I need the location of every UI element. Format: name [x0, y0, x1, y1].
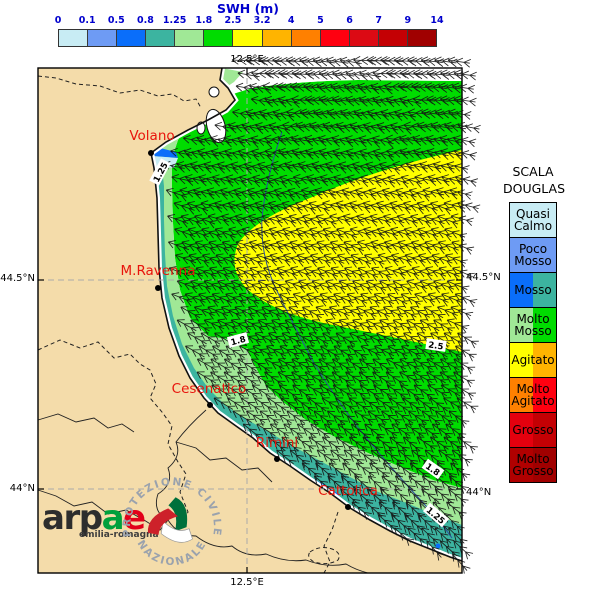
colorbar-cell: [262, 30, 292, 46]
tricolor-triangle-icon: [147, 497, 193, 543]
douglas-scale-items: Quasi Calmo Poco Mosso Mosso Molto Mosso Agi…: [509, 202, 557, 483]
douglas-scale-item: Agitato: [509, 342, 557, 378]
colorbar-tick: 1.8: [195, 15, 213, 26]
admin-border-solid: [37, 413, 135, 433]
coastline: [150, 67, 463, 562]
city-label-volano: Volano: [129, 128, 174, 144]
colorbar-cell: [59, 30, 89, 46]
douglas-scale-item: Mosso: [509, 272, 557, 308]
colorbar-tick: 14: [430, 15, 444, 26]
admin-border-dashed: [323, 511, 339, 574]
admin-border-dashed: [37, 339, 189, 527]
douglas-title-line1: SCALA: [512, 164, 554, 179]
map-border: [37, 67, 463, 574]
arpae-letter: a: [101, 498, 125, 538]
svg-text:2.5: 2.5: [428, 340, 444, 352]
admin-border-dashed: [37, 75, 202, 109]
colorbar-tick: 2.5: [224, 15, 242, 26]
colorbar-cell: [378, 30, 408, 46]
douglas-scale-item: Molto Mosso: [509, 307, 557, 343]
city-dot-volano: [148, 150, 154, 156]
colorbar-tick: 7: [375, 15, 382, 26]
colorbar-tick: 9: [404, 15, 412, 26]
city-dot-cesenatico: [207, 402, 213, 408]
city-dot-mravenna: [155, 285, 161, 291]
lagoon-shape: [208, 86, 220, 98]
land: [38, 68, 462, 573]
city-dot-cattolica: [345, 504, 351, 510]
lat-label-left-44n: 44°N: [9, 483, 35, 494]
douglas-title-line2: DOUGLAS: [503, 181, 566, 196]
douglas-scale-item: Molto Grosso: [509, 447, 557, 483]
colorbar-tick: 0: [54, 15, 62, 26]
colorbar-cell: [291, 30, 321, 46]
colorbar-tick: 1.25: [162, 15, 187, 26]
lon-label-bottom: 12.5°E: [230, 577, 264, 588]
lat-label-right-44n: 44°N: [466, 487, 492, 498]
douglas-scale-legend: SCALA DOUGLAS Quasi Calmo Poco Mosso Mosso…: [503, 163, 566, 483]
douglas-scale-item: Poco Mosso: [509, 237, 557, 273]
city-label-cattolica: Cattolica: [318, 483, 378, 499]
colorbar-cell: [407, 30, 437, 46]
arpae-letter: p: [78, 498, 103, 538]
colorbar-cell: [88, 30, 118, 46]
colorbar-cell: [233, 30, 263, 46]
colorbar-cell: [175, 30, 205, 46]
swh-colorbar: [58, 29, 437, 47]
colorbar-cell: [146, 30, 176, 46]
admin-border-solid: [175, 441, 273, 483]
wave-direction-arrows: [162, 55, 481, 574]
arpae-logo-word: arpae: [42, 501, 159, 535]
sea-region-teal: [151, 68, 462, 561]
douglas-scale-item: Molto Agitato: [509, 377, 557, 413]
colorbar-tick: 6: [346, 15, 353, 26]
emblem-arc-bottom-text: NAZIONALE: [135, 538, 210, 568]
douglas-scale-item: Grosso: [509, 412, 557, 448]
arpae-logo: arpae emilia-romagna: [42, 501, 159, 540]
lat-label-left-44-5n: 44.5°N: [0, 273, 35, 284]
city-label-cesenatico: Cesenatico: [172, 381, 247, 397]
colorbar-cell: [320, 30, 350, 46]
lat-label-right-44-5n: 44.5°N: [466, 272, 501, 283]
contour-label: 1.8: [226, 332, 250, 349]
colorbar-title: SWH (m): [216, 1, 280, 16]
arpae-letter: r: [63, 498, 80, 538]
city-label-mravenna: M.Ravenna: [121, 263, 196, 279]
svg-text:1.8: 1.8: [230, 335, 247, 349]
colorbar-tick: 5: [317, 15, 324, 26]
wave-height-map: 1.251.8 2.51.81.25VolanoM.RavennaCesenati…: [37, 55, 481, 574]
colorbar-tick: 0.5: [107, 15, 125, 26]
colorbar-cell: [204, 30, 234, 46]
colorbar-cell: [117, 30, 147, 46]
colorbar-tick-labels: 0 0.1 0.5 0.8 1.25 1.8 2.5 3.2 4 5 6 7 9 14: [0, 15, 600, 27]
arpae-letter: a: [42, 498, 65, 538]
colorbar-tick: 3.2: [253, 15, 271, 26]
admin-border-dashed: [308, 547, 340, 565]
arpae-letter: e: [123, 498, 146, 538]
colorbar-tick: 0.1: [78, 15, 96, 26]
protezione-civile-emblem: PROTEZIONE CIVILE NAZIONALE: [121, 476, 221, 568]
sea-patch-blue-dab: [435, 543, 441, 549]
douglas-scale-item: Quasi Calmo: [509, 202, 557, 238]
city-dot-rimini: [274, 456, 280, 462]
colorbar-tick: 4: [287, 15, 295, 26]
contour-label: 2.5: [425, 338, 447, 352]
sea-region-yellow: [234, 150, 462, 352]
colorbar-cell: [349, 30, 379, 46]
city-label-rimini: Rimini: [256, 435, 298, 451]
colorbar-tick: 0.8: [137, 15, 154, 26]
admin-border-solid: [155, 409, 369, 574]
arpae-logo-subtitle: emilia-romagna: [79, 530, 159, 540]
